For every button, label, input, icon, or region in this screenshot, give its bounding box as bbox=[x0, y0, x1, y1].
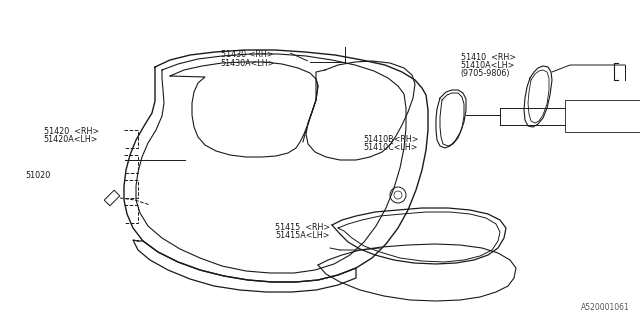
Text: 51410  <RH>: 51410 <RH> bbox=[461, 53, 516, 62]
Text: 51415A<LH>: 51415A<LH> bbox=[275, 231, 330, 240]
Text: A520001061: A520001061 bbox=[581, 303, 630, 312]
Text: 51420A<LH>: 51420A<LH> bbox=[44, 135, 98, 144]
Text: (9705-9806): (9705-9806) bbox=[461, 69, 510, 78]
Text: 51410B<RH>: 51410B<RH> bbox=[364, 135, 419, 144]
Text: 51410A<LH>: 51410A<LH> bbox=[461, 61, 515, 70]
Text: 51415  <RH>: 51415 <RH> bbox=[275, 223, 330, 232]
Text: 51420  <RH>: 51420 <RH> bbox=[44, 127, 99, 136]
Text: 51430 <RH>: 51430 <RH> bbox=[221, 50, 273, 59]
Text: 51430A<LH>: 51430A<LH> bbox=[221, 60, 275, 68]
Text: 51410C<LH>: 51410C<LH> bbox=[364, 143, 418, 152]
Text: 51020: 51020 bbox=[26, 172, 51, 180]
Bar bbox=[104, 190, 120, 206]
Bar bbox=[565, 100, 640, 132]
